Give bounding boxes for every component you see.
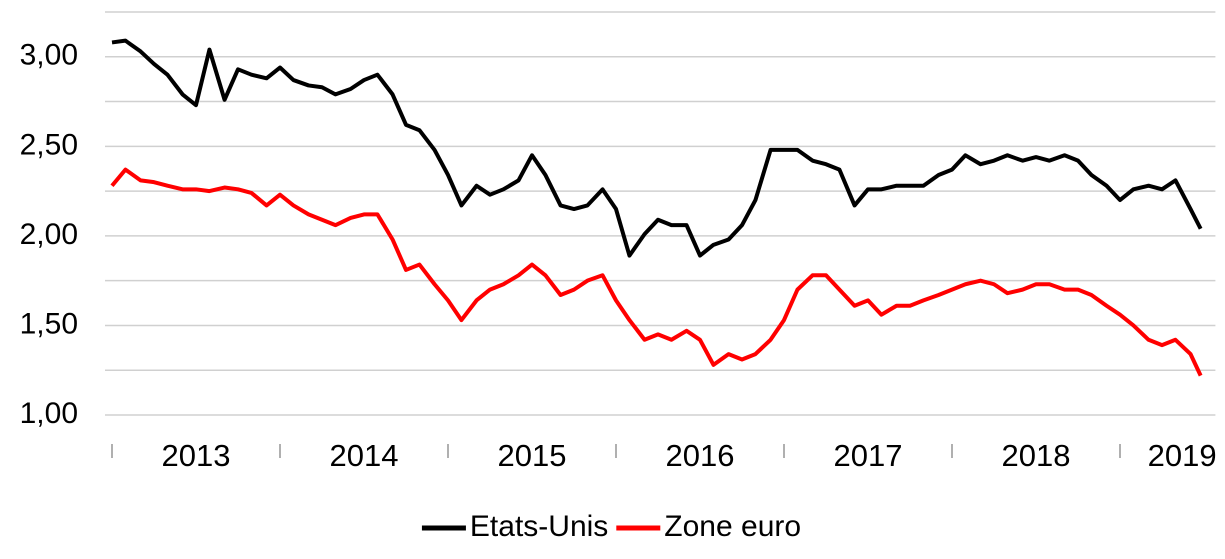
y-tick-label: 2,50: [20, 128, 78, 161]
x-tick-label: 2018: [1002, 438, 1071, 473]
x-tick-label: 2016: [666, 438, 735, 473]
legend: Etats-Unis Zone euro: [421, 510, 801, 543]
y-tick-label: 3,00: [20, 39, 78, 72]
data-line: [111, 38, 1203, 258]
y-tick-label: 2,00: [20, 218, 78, 251]
x-tick-label: 2014: [330, 438, 399, 473]
x-tick-label: 2019: [1148, 438, 1217, 473]
x-tick-label: 2015: [498, 438, 567, 473]
y-tick-label: 1,00: [20, 397, 78, 430]
x-tick-label: 2017: [834, 438, 903, 473]
data-line: [110, 167, 1203, 377]
x-tick-label: 2013: [162, 438, 231, 473]
legend-label: Etats-Unis: [470, 510, 608, 543]
y-tick-label: 1,50: [20, 307, 78, 340]
legend-label: Zone euro: [664, 510, 801, 543]
